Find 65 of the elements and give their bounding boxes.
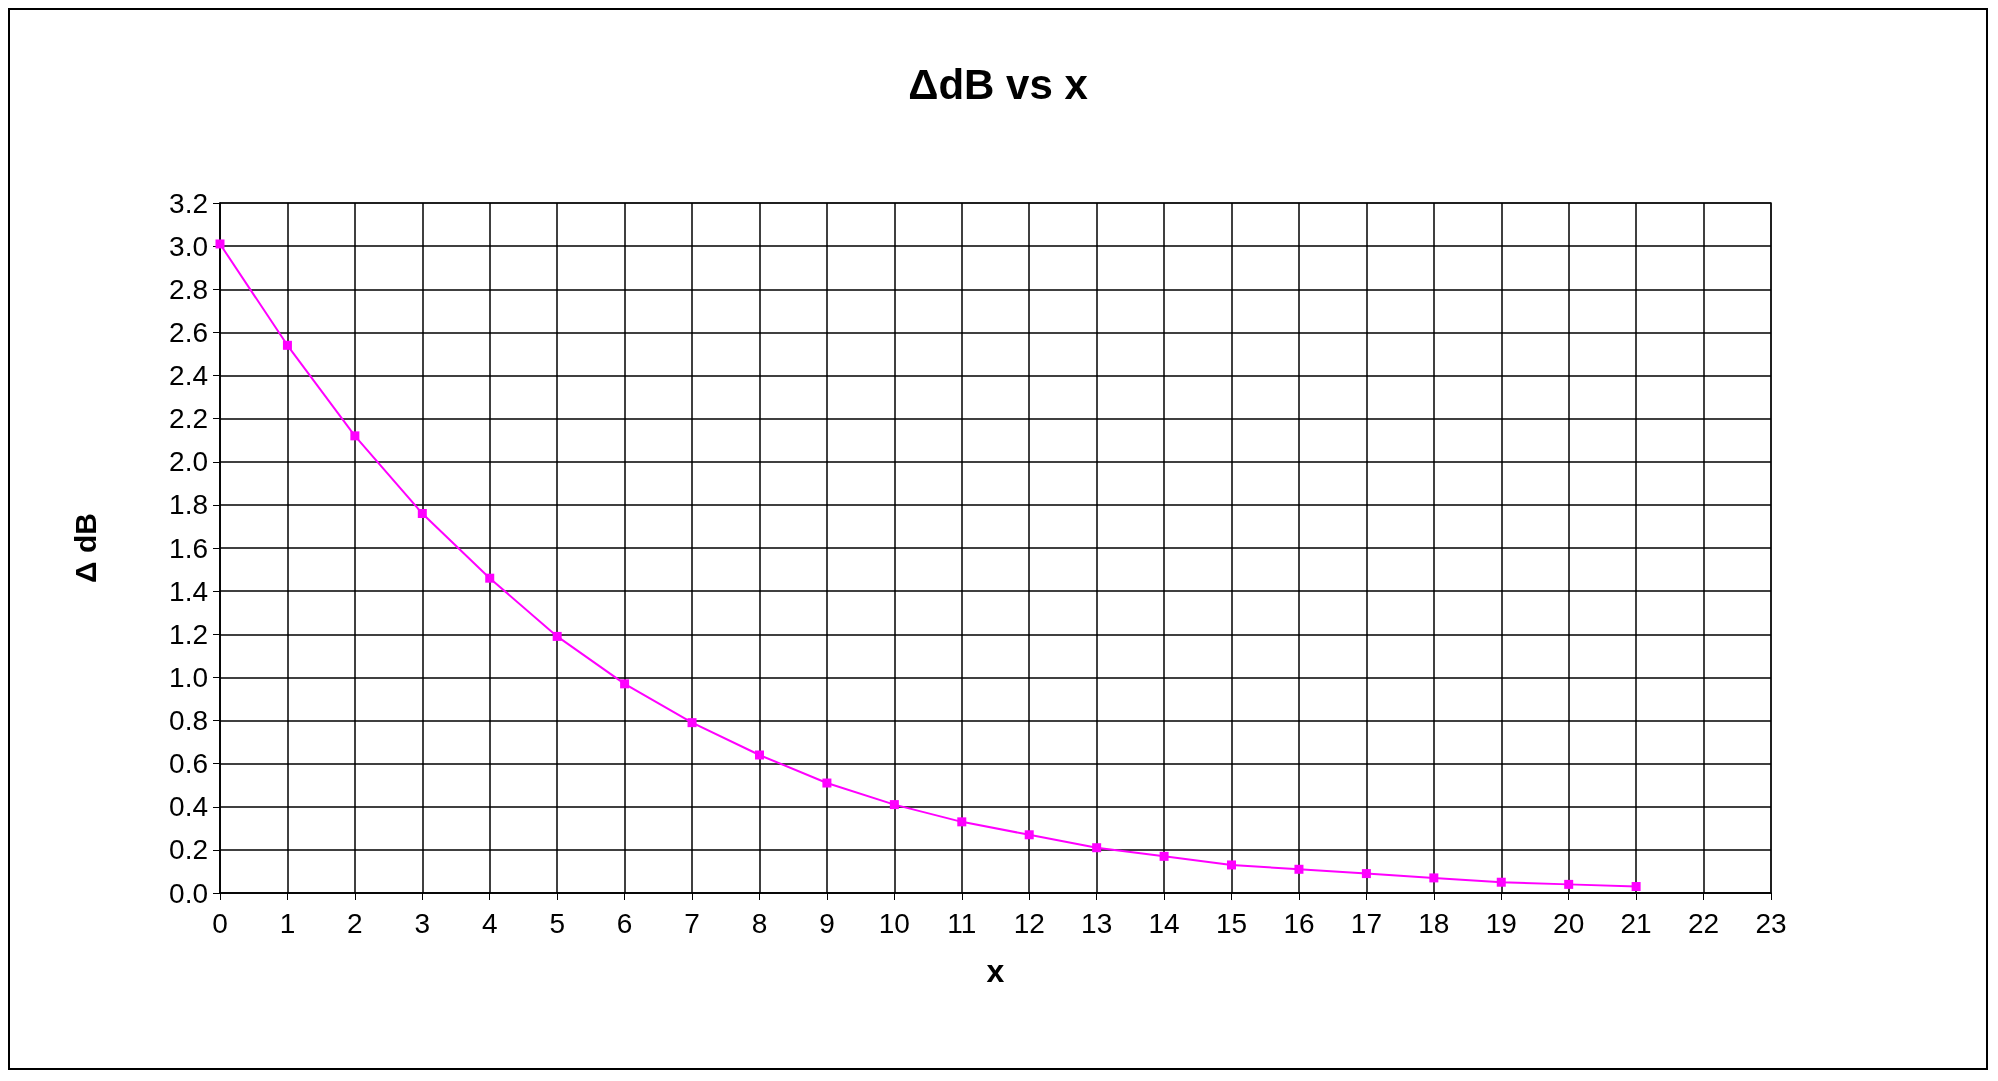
x-tick-label: 18 (1418, 907, 1450, 939)
y-tick-label: 0.2 (169, 834, 208, 866)
x-tick-label: 17 (1350, 907, 1382, 939)
x-tick-label: 21 (1620, 907, 1652, 939)
y-tick-label: 1.0 (169, 661, 208, 693)
point (282, 340, 292, 350)
x-tick-label: 1 (279, 907, 296, 939)
y-tick-label: 1.8 (169, 489, 208, 521)
x-tick-label: 12 (1013, 907, 1045, 939)
point (350, 431, 360, 441)
point (1227, 860, 1237, 870)
x-tick-label: 10 (878, 907, 910, 939)
point (1564, 879, 1574, 889)
x-tick-label: 13 (1081, 907, 1113, 939)
x-tick-label: 9 (819, 907, 835, 939)
y-tick-label: 0.0 (169, 877, 208, 909)
point (1092, 843, 1102, 853)
y-tick-label: 2.6 (169, 316, 208, 348)
x-tick-label: 11 (947, 907, 977, 939)
y-tick-label: 3.2 (169, 187, 208, 219)
point (822, 778, 832, 788)
y-tick-label: 3.0 (169, 230, 208, 262)
point (485, 573, 495, 583)
y-tick-label: 2.0 (169, 446, 208, 478)
point (1496, 877, 1506, 887)
x-tick-label: 8 (751, 907, 768, 939)
x-tick-label: 22 (1687, 907, 1720, 939)
y-tick-label: 1.4 (169, 575, 208, 607)
x-tick-label: 14 (1148, 907, 1180, 939)
y-tick-label: 2.4 (169, 360, 208, 391)
x-tick-label: 4 (481, 907, 498, 939)
chart-title: ΔdB vs x (908, 60, 1089, 108)
x-tick-label: 3 (414, 907, 431, 939)
y-tick-label: 2.8 (169, 273, 208, 305)
point (754, 750, 764, 760)
x-tick-label: 23 (1755, 907, 1787, 939)
y-tick-label: 1.2 (169, 618, 208, 650)
y-tick-label: 2.2 (169, 403, 208, 435)
point (1024, 830, 1034, 840)
point (552, 631, 562, 641)
x-tick-label: 19 (1485, 907, 1517, 939)
x-tick-label: 7 (684, 907, 700, 939)
y-tick-label: 0.6 (169, 748, 208, 780)
y-tick-label: 1.6 (169, 532, 208, 564)
point (620, 679, 630, 689)
x-tick-label: 20 (1553, 907, 1585, 939)
point (957, 817, 967, 827)
point (1429, 873, 1439, 883)
point (417, 509, 427, 518)
point (1631, 882, 1641, 892)
x-axis-title: x (986, 953, 1005, 989)
x-tick-label: 6 (616, 907, 633, 939)
x-tick-label: 0 (212, 907, 228, 939)
point (1361, 869, 1371, 879)
x-tick-label: 16 (1283, 907, 1315, 939)
y-axis-title: Δ dB (68, 513, 102, 583)
point (687, 718, 697, 728)
point (1159, 851, 1169, 861)
y-tick-label: 0.4 (169, 791, 208, 823)
x-tick-label: 2 (347, 907, 363, 939)
y-tick-label: 0.8 (169, 705, 208, 736)
x-tick-label: 15 (1215, 907, 1248, 939)
point (1294, 864, 1304, 874)
x-tick-label: 5 (549, 907, 565, 939)
point (889, 800, 899, 810)
